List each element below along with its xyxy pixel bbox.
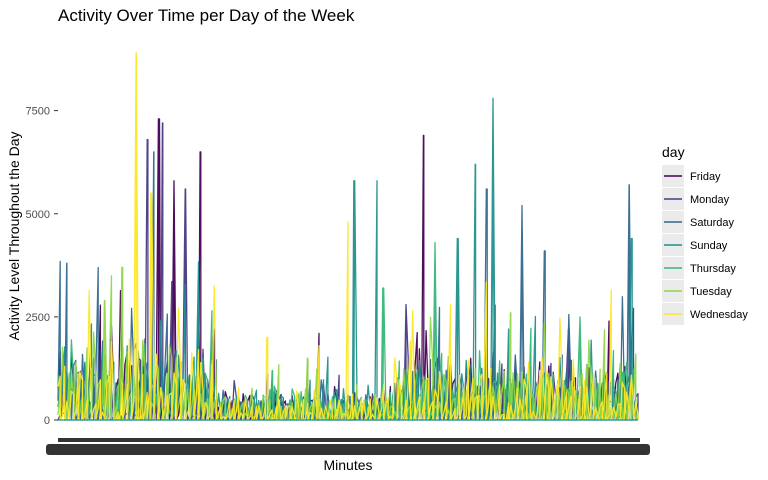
legend-title: day	[662, 144, 685, 160]
y-tick-label: 5000	[26, 209, 50, 221]
legend-label: Friday	[690, 171, 721, 183]
legend-label: Monday	[690, 194, 730, 206]
x-axis-label: Minutes	[323, 457, 372, 473]
legend-label: Thursday	[690, 263, 736, 275]
legend-item-friday: Friday	[662, 165, 721, 187]
y-axis-label: Activity Level Throughout the Day	[6, 131, 22, 340]
series-lines	[57, 52, 639, 421]
chart-title: Activity Over Time per Day of the Week	[58, 6, 355, 25]
legend-item-tuesday: Tuesday	[662, 280, 732, 302]
legend-item-wednesday: Wednesday	[662, 303, 748, 325]
legend-label: Wednesday	[690, 309, 748, 321]
legend: day Friday Monday Saturday Sunday Thursday Tu…	[662, 144, 748, 325]
x-tick-marks	[58, 438, 640, 442]
legend-item-saturday: Saturday	[662, 211, 735, 233]
legend-label: Tuesday	[690, 286, 732, 298]
series-line-sunday	[57, 97, 639, 421]
legend-item-sunday: Sunday	[662, 234, 728, 256]
x-tick-labels	[46, 444, 650, 455]
y-tick-label: 7500	[26, 106, 50, 118]
plot-area: 0 2500 5000 7500	[26, 52, 650, 455]
x-axis-ticks	[46, 438, 650, 455]
y-tick-label: 0	[44, 415, 50, 427]
y-axis-ticks: 0 2500 5000 7500	[26, 106, 58, 427]
legend-item-monday: Monday	[662, 188, 730, 210]
legend-label: Sunday	[690, 240, 728, 252]
legend-items: Friday Monday Saturday Sunday Thursday Tuesda…	[662, 165, 748, 325]
legend-label: Saturday	[690, 217, 735, 229]
y-tick-label: 2500	[26, 312, 50, 324]
legend-item-thursday: Thursday	[662, 257, 736, 279]
